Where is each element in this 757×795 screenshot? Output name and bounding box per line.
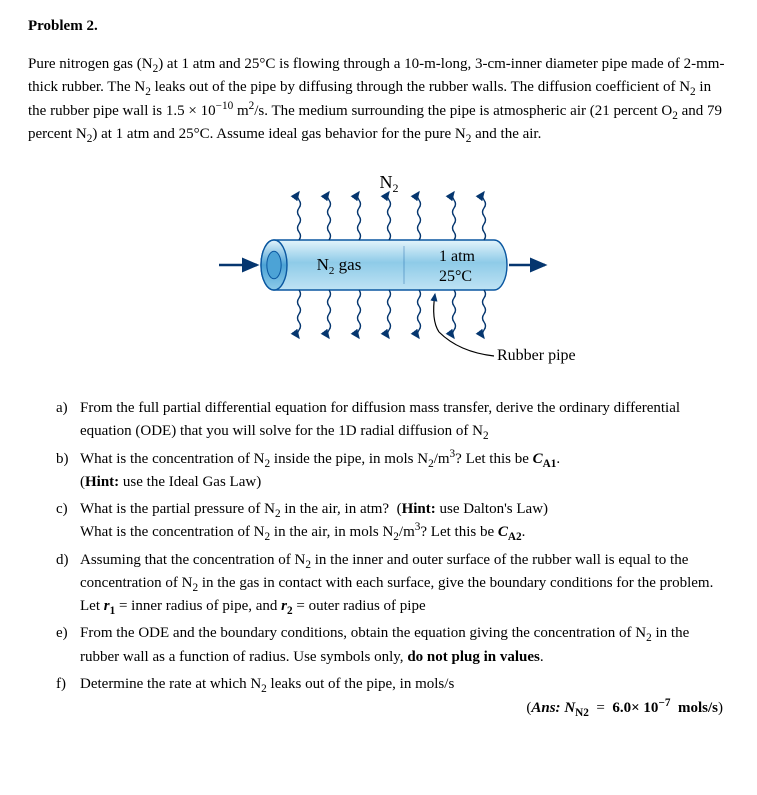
question-item: e)From the ODE and the boundary conditio… [56, 622, 729, 669]
svg-text:N2: N2 [379, 172, 398, 195]
problem-statement: Pure nitrogen gas (N2) at 1 atm and 25°C… [28, 53, 729, 146]
question-item: f)Determine the rate at which N2 leaks o… [56, 673, 729, 696]
problem-title: Problem 2. [28, 18, 729, 35]
svg-text:1 atm: 1 atm [439, 248, 476, 265]
item-body: What is the concentration of N2 inside t… [80, 448, 729, 495]
pipe-figure: N2 N2 gas 1 atm 25°C Rubber pipe [28, 160, 729, 375]
item-letter: d) [56, 549, 80, 619]
question-item: a)From the full partial differential equ… [56, 397, 729, 444]
answer-line: (Ans: NN2 = 6.0× 10−7 mols/s) [28, 700, 729, 717]
item-letter: f) [56, 673, 80, 696]
question-item: b)What is the concentration of N2 inside… [56, 448, 729, 495]
svg-text:Rubber pipe: Rubber pipe [497, 347, 576, 364]
question-item: d)Assuming that the concentration of N2 … [56, 549, 729, 619]
item-body: Determine the rate at which N2 leaks out… [80, 673, 729, 696]
item-body: From the full partial differential equat… [80, 397, 729, 444]
svg-text:N2 gas: N2 gas [316, 255, 361, 277]
item-body: Assuming that the concentration of N2 in… [80, 549, 729, 619]
question-list: a)From the full partial differential equ… [56, 397, 729, 696]
item-letter: e) [56, 622, 80, 669]
question-item: c)What is the partial pressure of N2 in … [56, 498, 729, 545]
item-body: What is the partial pressure of N2 in th… [80, 498, 729, 545]
svg-text:25°C: 25°C [439, 268, 472, 285]
problem-page: Problem 2. Pure nitrogen gas (N2) at 1 a… [0, 0, 757, 737]
pipe-diagram-svg: N2 N2 gas 1 atm 25°C Rubber pipe [179, 160, 579, 370]
item-letter: c) [56, 498, 80, 545]
item-body: From the ODE and the boundary conditions… [80, 622, 729, 669]
item-letter: a) [56, 397, 80, 444]
item-letter: b) [56, 448, 80, 495]
